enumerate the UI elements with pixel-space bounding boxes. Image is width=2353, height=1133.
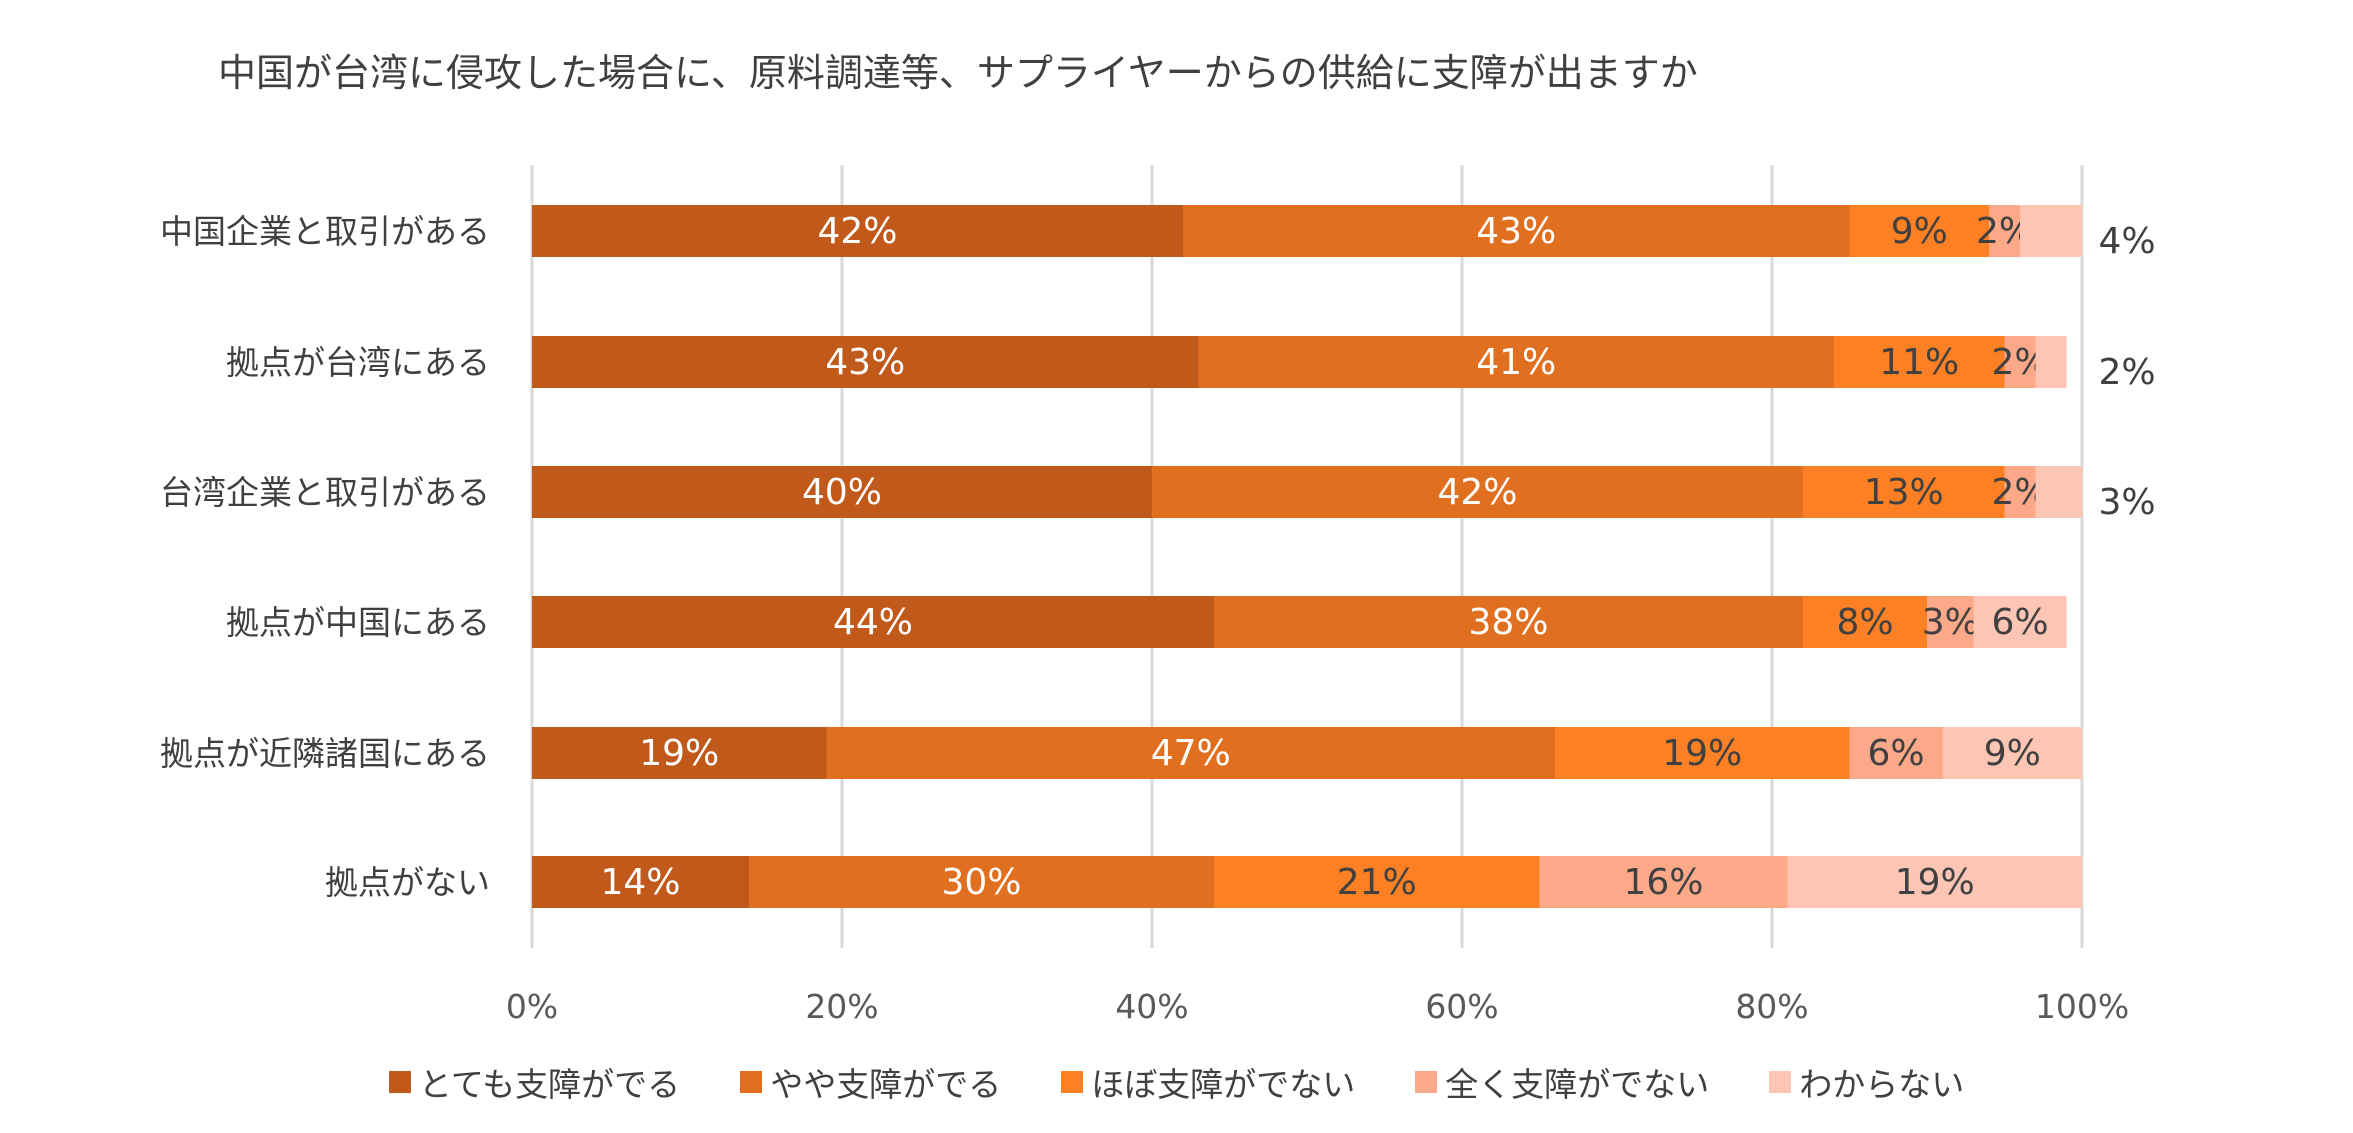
bar-segment — [1152, 466, 1803, 518]
x-tick-label: 0% — [506, 987, 558, 1026]
legend-swatch — [1061, 1071, 1084, 1093]
bar-segment — [1973, 596, 2067, 648]
category-label: 台湾企業と取引がある — [160, 473, 490, 512]
data-label: 3% — [2098, 482, 2155, 523]
bar-segment — [1834, 336, 2005, 388]
legend-label: とても支障がでる — [418, 1065, 681, 1104]
bar-segment — [532, 205, 1183, 257]
bar-segment — [1942, 727, 2082, 779]
category-label: 拠点が台湾にある — [226, 343, 490, 382]
bar-segment — [1198, 336, 1834, 388]
legend-label: 全く支障がでない — [1445, 1065, 1710, 1104]
bar-segment — [1803, 596, 1927, 648]
data-label: 47% — [1151, 733, 1231, 774]
data-label: 38% — [1468, 602, 1548, 643]
x-tick-label: 60% — [1425, 987, 1498, 1026]
data-label: 21% — [1337, 862, 1417, 903]
chart-plot: 0% 20% 40% 60% 80% 100% 中国企業と取引がある 42% 43% 9% 2% 4%… — [160, 165, 2156, 1026]
x-tick-label: 80% — [1735, 987, 1808, 1026]
x-tick-label: 100% — [2035, 987, 2129, 1026]
data-label: 19% — [1662, 733, 1742, 774]
bar-segment — [1849, 727, 1943, 779]
bar-segment — [532, 466, 1152, 518]
data-label: 14% — [600, 862, 680, 903]
legend-item: 全く支障がでない — [1415, 1058, 1709, 1106]
data-label: 4% — [2098, 221, 2155, 262]
bar-segment — [2004, 466, 2036, 518]
data-label: 40% — [802, 472, 882, 513]
bar-segment — [1539, 856, 1788, 908]
legend-swatch — [1769, 1071, 1792, 1093]
legend-item: ほぼ支障がでない — [1061, 1058, 1355, 1106]
bar-segment — [1183, 205, 1850, 257]
legend-item: とても支障がでる — [388, 1058, 681, 1106]
bar-segment — [532, 856, 749, 908]
data-label: 11% — [1879, 342, 1959, 383]
bar-segment — [532, 596, 1214, 648]
legend-swatch — [740, 1071, 763, 1093]
legend-label: ほぼ支障がでない — [1091, 1065, 1356, 1104]
data-label: 30% — [941, 862, 1021, 903]
category-label: 拠点がない — [325, 863, 490, 902]
bar-segment — [1927, 596, 1974, 648]
chart-title: 中国が台湾に侵攻した場合に、原料調達等、サプライヤーからの供給に支障が出ますか — [218, 51, 1698, 95]
data-label: 42% — [817, 211, 897, 252]
legend-item: やや支障がでる — [740, 1058, 1001, 1106]
category-label: 中国企業と取引がある — [160, 212, 490, 251]
bar-segment — [749, 856, 1214, 908]
data-label: 19% — [639, 733, 719, 774]
data-label: 16% — [1623, 862, 1703, 903]
data-label: 44% — [833, 602, 913, 643]
bar-segment — [532, 336, 1199, 388]
data-label: 43% — [1476, 211, 1556, 252]
bar-segment — [2004, 336, 2036, 388]
chart-legend: とても支障がでる やや支障がでる ほぼ支障がでない 全く支障がでない わからない — [0, 1058, 2353, 1106]
bar-segment — [2020, 205, 2082, 257]
bar-segment — [1989, 205, 2020, 257]
category-label: 拠点が近隣諸国にある — [160, 734, 490, 773]
data-label: 19% — [1895, 862, 1975, 903]
bar-segment — [2035, 336, 2067, 388]
data-label: 9% — [1984, 733, 2041, 774]
data-label: 41% — [1476, 342, 1556, 383]
bar-segment — [826, 727, 1555, 779]
data-label: 42% — [1437, 472, 1517, 513]
data-label: 8% — [1836, 602, 1893, 643]
legend-swatch — [388, 1071, 411, 1093]
x-tick-label: 40% — [1115, 987, 1188, 1026]
bar-segment — [2035, 466, 2082, 518]
legend-swatch — [1415, 1071, 1438, 1093]
data-label: 9% — [1891, 211, 1948, 252]
legend-label: わからない — [1799, 1065, 1965, 1104]
x-tick-label: 20% — [805, 987, 878, 1026]
bar-segment — [532, 727, 827, 779]
bar-segment — [1849, 205, 1989, 257]
data-label: 3% — [1922, 602, 1979, 643]
bar-segment — [1214, 596, 1803, 648]
data-label: 2% — [2098, 352, 2155, 393]
data-label: 6% — [1867, 733, 1924, 774]
bar-segment — [1555, 727, 1850, 779]
bar-segment — [1214, 856, 1540, 908]
legend-item: わからない — [1769, 1058, 1964, 1106]
legend-label: やや支障がでる — [770, 1065, 1002, 1104]
bar-segment — [1787, 856, 2082, 908]
data-label: 13% — [1864, 472, 1944, 513]
bar-segment — [1803, 466, 2005, 518]
category-label: 拠点が中国にある — [226, 603, 490, 642]
data-label: 43% — [825, 342, 905, 383]
data-label: 6% — [1991, 602, 2048, 643]
